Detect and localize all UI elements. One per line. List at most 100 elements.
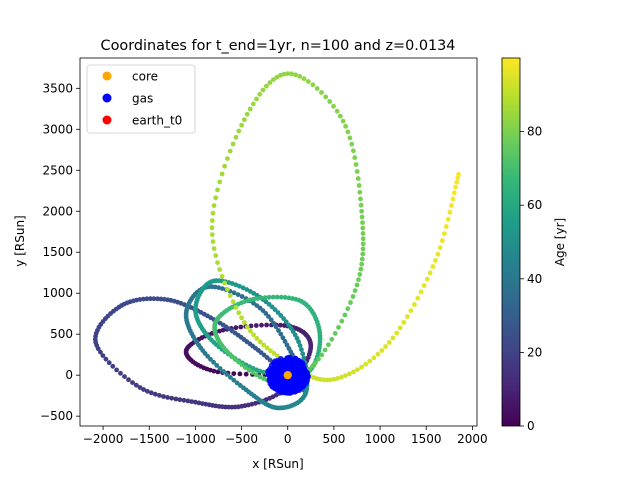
trajectory-point bbox=[264, 83, 269, 89]
trajectory-point bbox=[390, 335, 396, 341]
trajectory-point bbox=[240, 285, 246, 291]
trajectory-point bbox=[251, 300, 256, 306]
trajectory-point bbox=[220, 327, 226, 333]
trajectory-point bbox=[360, 225, 366, 231]
trajectory-point bbox=[360, 236, 366, 242]
trajectory-point bbox=[310, 363, 315, 369]
colorbar-tick-label: 60 bbox=[527, 198, 542, 212]
trajectory-point bbox=[137, 297, 143, 302]
trajectory-point bbox=[346, 371, 352, 377]
y-tick-label: 2500 bbox=[42, 163, 73, 177]
trajectory-point bbox=[327, 99, 333, 104]
trajectory-point bbox=[205, 353, 211, 359]
trajectory-point bbox=[237, 283, 242, 289]
trajectory-point bbox=[415, 295, 421, 301]
trajectory-point bbox=[451, 190, 457, 196]
trajectory-point bbox=[332, 331, 338, 336]
trajectory-point bbox=[271, 320, 277, 326]
gas-point bbox=[290, 387, 297, 394]
trajectory-point bbox=[158, 296, 164, 302]
trajectory-point bbox=[285, 71, 291, 76]
trajectory-point bbox=[231, 290, 237, 296]
gas-point bbox=[294, 371, 301, 378]
trajectory-point bbox=[236, 359, 242, 365]
trajectory-point bbox=[281, 71, 287, 77]
trajectory-point bbox=[357, 272, 363, 277]
trajectory-point bbox=[288, 325, 294, 331]
gas-point bbox=[291, 362, 298, 369]
trajectory-point bbox=[217, 179, 223, 185]
colorbar-tick-label: 0 bbox=[527, 419, 535, 433]
trajectory-point bbox=[185, 398, 191, 404]
trajectory-point bbox=[439, 238, 445, 244]
trajectory-point bbox=[243, 371, 249, 377]
colorbar-tick-label: 20 bbox=[527, 345, 542, 359]
trajectory-point bbox=[209, 218, 215, 224]
gas-point bbox=[270, 378, 277, 385]
trajectory-point bbox=[453, 184, 458, 190]
trajectory-point bbox=[239, 122, 245, 128]
trajectory-point bbox=[244, 111, 250, 117]
trajectory-point bbox=[356, 183, 362, 188]
trajectory-point bbox=[278, 294, 284, 300]
trajectory-point bbox=[161, 394, 166, 399]
trajectory-point bbox=[421, 283, 427, 288]
trajectory-point bbox=[264, 345, 270, 351]
trajectory-point bbox=[375, 351, 381, 357]
trajectory-point bbox=[356, 277, 361, 283]
trajectory-point bbox=[347, 135, 353, 141]
trajectory-point bbox=[210, 210, 216, 216]
trajectory-point bbox=[355, 176, 361, 181]
trajectory-point bbox=[371, 355, 377, 361]
trajectory-point bbox=[233, 325, 239, 331]
trajectory-point bbox=[271, 351, 277, 356]
trajectory-point bbox=[100, 353, 106, 358]
trajectory-point bbox=[319, 352, 325, 358]
trajectory-point bbox=[262, 295, 268, 300]
x-tick-label: 2000 bbox=[457, 432, 488, 446]
trajectory-point bbox=[397, 325, 403, 331]
trajectory-point bbox=[181, 397, 187, 403]
gas-point bbox=[285, 385, 292, 392]
trajectory-point bbox=[152, 391, 158, 397]
trajectory-point bbox=[130, 380, 135, 385]
trajectory-point bbox=[337, 113, 343, 119]
trajectory-point bbox=[278, 322, 283, 328]
trajectory-point bbox=[313, 360, 318, 366]
trajectory-point bbox=[126, 377, 131, 383]
trajectory-point bbox=[300, 351, 306, 357]
trajectory-point bbox=[336, 325, 341, 330]
trajectory-point bbox=[193, 399, 198, 405]
trajectory-point bbox=[343, 123, 348, 129]
trajectory-point bbox=[217, 267, 223, 272]
trajectory-point bbox=[137, 385, 143, 390]
trajectory-point bbox=[360, 220, 365, 226]
chart-title: Coordinates for t_end=1yr, n=100 and z=0… bbox=[101, 38, 456, 54]
x-axis: −2000 −1500 −1000 −500 0 500 1000 1500 2000 bbox=[83, 426, 488, 446]
trajectory-point bbox=[349, 141, 355, 147]
trajectory-point bbox=[283, 319, 289, 325]
x-tick-label: −2000 bbox=[83, 432, 124, 446]
trajectory-point bbox=[271, 77, 276, 82]
trajectory-point bbox=[450, 196, 456, 202]
trajectory-point bbox=[331, 103, 336, 109]
trajectory-point bbox=[211, 359, 217, 365]
trajectory-point bbox=[408, 308, 414, 313]
trajectory-point bbox=[250, 101, 256, 107]
x-tick-label: 1500 bbox=[411, 432, 442, 446]
colorbar-bar bbox=[501, 57, 521, 427]
colorbar-tick-label: 80 bbox=[527, 125, 542, 139]
trajectory-point bbox=[244, 287, 250, 292]
trajectory-point bbox=[449, 203, 454, 208]
x-tick-label: −500 bbox=[225, 432, 258, 446]
plot-area bbox=[79, 57, 478, 427]
trajectory-point bbox=[213, 253, 219, 258]
trajectory-point bbox=[268, 317, 274, 323]
trajectory-point bbox=[386, 340, 392, 345]
trajectory-point bbox=[290, 296, 295, 301]
trajectory-point bbox=[248, 323, 254, 329]
trajectory-point bbox=[348, 300, 353, 305]
trajectory-point bbox=[145, 388, 150, 394]
trajectory-point bbox=[122, 374, 127, 379]
